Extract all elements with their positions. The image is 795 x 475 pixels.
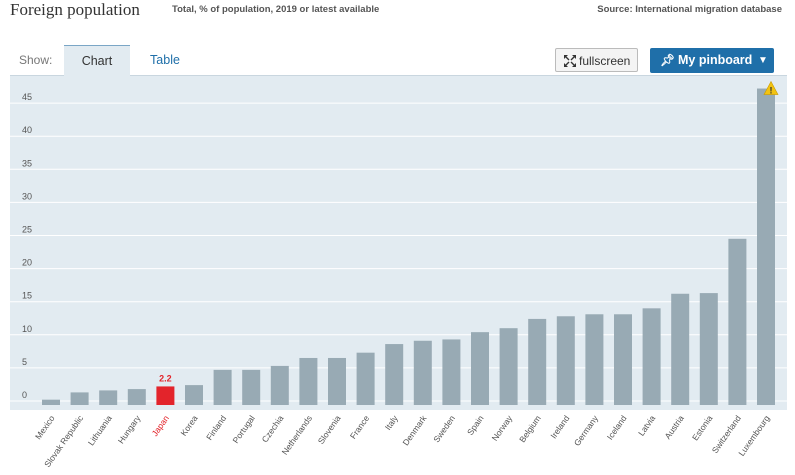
y-tick-label: 10 (22, 324, 32, 334)
fullscreen-button[interactable]: fullscreen (555, 48, 638, 72)
toolbar: Show: Chart Table fullscreen 📌︎ My pinbo… (10, 45, 787, 76)
x-tick-label: Lithuania (86, 413, 114, 447)
source-text: Source: International migration database (597, 4, 782, 15)
header: Foreign population Total, % of populatio… (0, 0, 795, 24)
y-tick-label: 25 (22, 225, 32, 235)
warning-icon: ! (763, 80, 779, 96)
chevron-down-icon: ▼ (758, 55, 768, 66)
y-tick-label: 15 (22, 291, 32, 301)
fullscreen-icon (564, 55, 576, 67)
x-tick-label: Estonia (690, 413, 715, 442)
y-tick-label: 35 (22, 158, 32, 168)
bar (556, 316, 575, 405)
bar (70, 392, 89, 405)
y-tick-label: 5 (22, 357, 27, 367)
x-tick-label: Sweden (431, 413, 457, 444)
x-tick-label: Slovenia (316, 413, 343, 446)
bar (471, 332, 489, 405)
show-label: Show: (19, 53, 53, 67)
svg-text:!: ! (770, 86, 773, 96)
bar (385, 344, 404, 405)
y-tick-label: 45 (22, 92, 32, 102)
x-tick-label: Czechia (260, 413, 286, 444)
y-tick-label: 0 (22, 390, 27, 400)
chart-subtitle: Total, % of population, 2019 or latest a… (172, 4, 380, 15)
bar (270, 365, 289, 405)
bar (499, 328, 518, 405)
bar (528, 318, 547, 405)
x-tick-label: Finland (204, 413, 228, 442)
x-tick-label: Hungary (116, 413, 143, 446)
bar (328, 357, 346, 405)
bar (156, 386, 175, 405)
pin-icon: 📌︎ (660, 53, 676, 67)
bar (671, 293, 690, 405)
x-tick-label: Iceland (605, 413, 629, 441)
chart-area: 0 5 10 15 20 25 30 35 40 45 Mexico Slovak Republic L… (10, 76, 787, 469)
x-tick-label: Norway (490, 413, 515, 443)
x-tick-label: Korea (178, 413, 199, 438)
x-tick-label: Spain (465, 413, 486, 437)
bar (213, 369, 232, 405)
x-tick-label: Ireland (548, 413, 571, 440)
x-tick-label: Portugal (230, 413, 256, 445)
tab-table[interactable]: Table (150, 53, 180, 67)
bar (299, 357, 318, 405)
tab-chart[interactable]: Chart (64, 45, 130, 76)
bar (728, 238, 747, 405)
x-tick-label: Belgium (517, 413, 543, 444)
x-tick-label: Mexico (33, 413, 57, 441)
x-tick-label: Latvia (636, 413, 657, 438)
bar (42, 399, 60, 405)
bar (442, 339, 461, 405)
bar (413, 340, 432, 405)
bar (585, 314, 604, 405)
x-tick-label: Austria (662, 413, 686, 441)
bar (127, 389, 146, 405)
x-tick-label: Italy (383, 413, 401, 432)
pinboard-button[interactable]: 📌︎ My pinboard ▼ (650, 48, 774, 73)
data-label: 2.2 (159, 373, 172, 383)
y-tick-label: 40 (22, 125, 32, 135)
x-tick-label: Japan (150, 413, 172, 438)
pinboard-label: My pinboard (678, 53, 753, 67)
bar (614, 314, 632, 405)
bar (356, 352, 375, 405)
bar (242, 369, 261, 405)
bar (99, 390, 118, 405)
x-tick-label: Germany (572, 413, 601, 448)
bar (185, 385, 203, 405)
y-tick-label: 20 (22, 258, 32, 268)
chart-title: Foreign population (10, 0, 140, 19)
bar (642, 308, 661, 405)
x-tick-label: France (348, 413, 372, 441)
y-tick-label: 30 (22, 191, 32, 201)
bar (699, 293, 718, 405)
fullscreen-label: fullscreen (579, 54, 631, 68)
x-tick-label: Denmark (400, 413, 428, 448)
bar (757, 88, 775, 405)
